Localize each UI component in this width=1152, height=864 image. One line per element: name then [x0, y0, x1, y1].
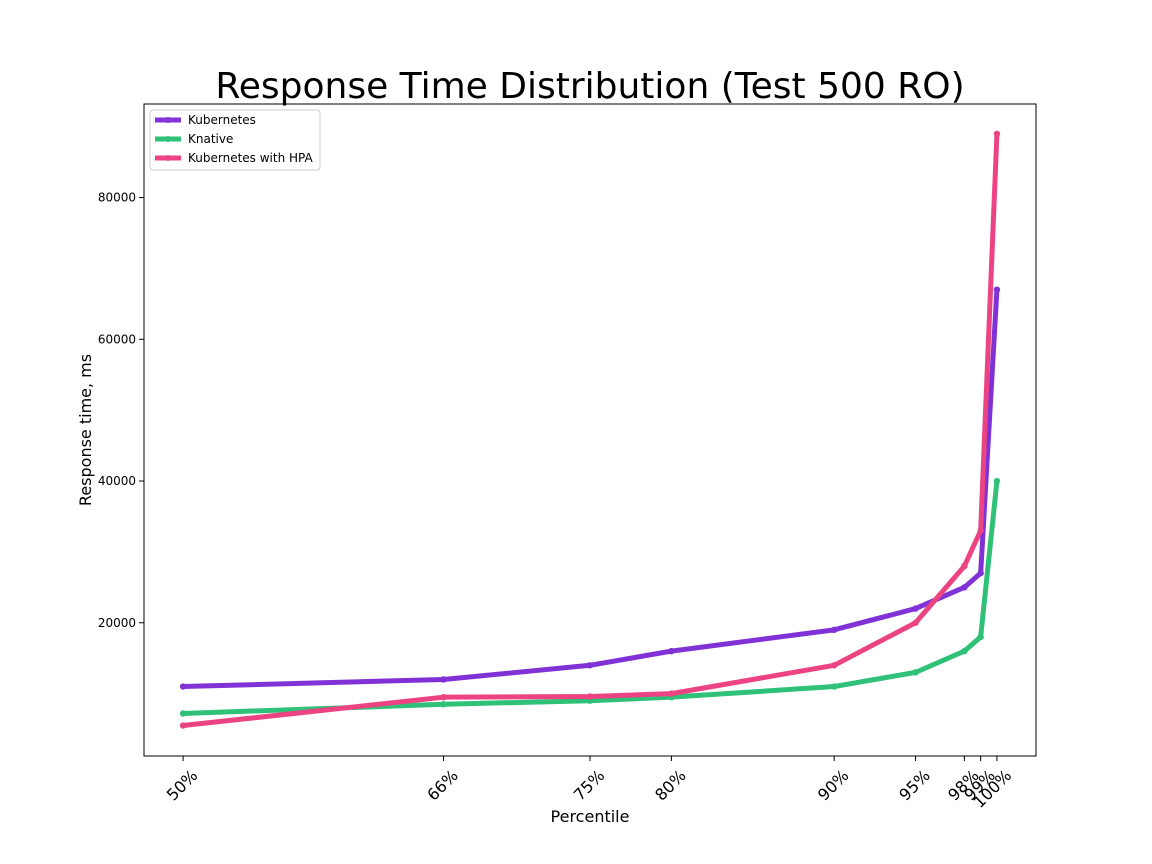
y-tick-label: 80000	[98, 191, 136, 205]
data-point	[993, 477, 1001, 485]
x-tick-label: 90%	[814, 766, 853, 805]
legend-marker	[165, 155, 171, 161]
data-point	[993, 286, 1001, 293]
data-point	[961, 562, 968, 570]
data-point	[977, 633, 984, 641]
data-point	[977, 569, 984, 577]
x-axis: 50% 66% 75% 80% 90% 95% 98%99%100%	[163, 756, 1015, 812]
legend-marker	[165, 136, 171, 142]
data-point	[912, 669, 919, 676]
y-tick-label: 20000	[98, 616, 136, 630]
y-axis: 20000 40000 60000 80000	[98, 191, 144, 630]
data-point	[993, 130, 1001, 137]
legend-label: Kubernetes	[188, 113, 256, 127]
series-line	[180, 287, 1000, 690]
data-point	[440, 693, 447, 701]
series-layer	[179, 130, 1001, 729]
data-point	[586, 662, 594, 669]
plot-area	[143, 103, 1037, 757]
x-tick-label: 80%	[651, 766, 690, 805]
x-tick-label: 75%	[570, 766, 609, 805]
y-axis-label: Response time, ms	[76, 354, 95, 506]
x-axis-label: Percentile	[551, 807, 630, 826]
data-point	[961, 584, 968, 591]
data-point	[830, 626, 838, 634]
data-point	[586, 693, 594, 700]
data-point	[977, 527, 984, 534]
legend: Kubernetes Knative Kubernetes with HPA	[149, 109, 321, 171]
data-point	[179, 683, 187, 690]
plot-frame	[143, 103, 1037, 757]
y-tick-label: 60000	[98, 332, 136, 346]
data-point	[830, 683, 838, 690]
data-point	[440, 701, 447, 708]
series-line	[180, 478, 1000, 716]
legend-label: Knative	[188, 132, 233, 146]
y-tick-label: 40000	[98, 474, 136, 488]
legend-box	[149, 109, 321, 171]
chart-title: Response Time Distribution (Test 500 RO)	[215, 66, 964, 107]
data-point	[668, 690, 675, 697]
series-line	[180, 131, 1000, 729]
data-point	[830, 662, 838, 669]
x-tick-label: 66%	[423, 766, 462, 805]
data-point	[179, 722, 187, 729]
x-tick-label: 95%	[895, 766, 934, 805]
legend-label: Kubernetes with HPA	[188, 151, 314, 165]
data-point	[179, 710, 187, 717]
data-point	[961, 647, 968, 655]
data-point	[912, 605, 919, 612]
data-point	[668, 647, 675, 655]
data-point	[912, 619, 919, 626]
data-point	[440, 676, 447, 683]
legend-marker	[165, 117, 171, 123]
x-tick-label: 50%	[163, 766, 202, 805]
